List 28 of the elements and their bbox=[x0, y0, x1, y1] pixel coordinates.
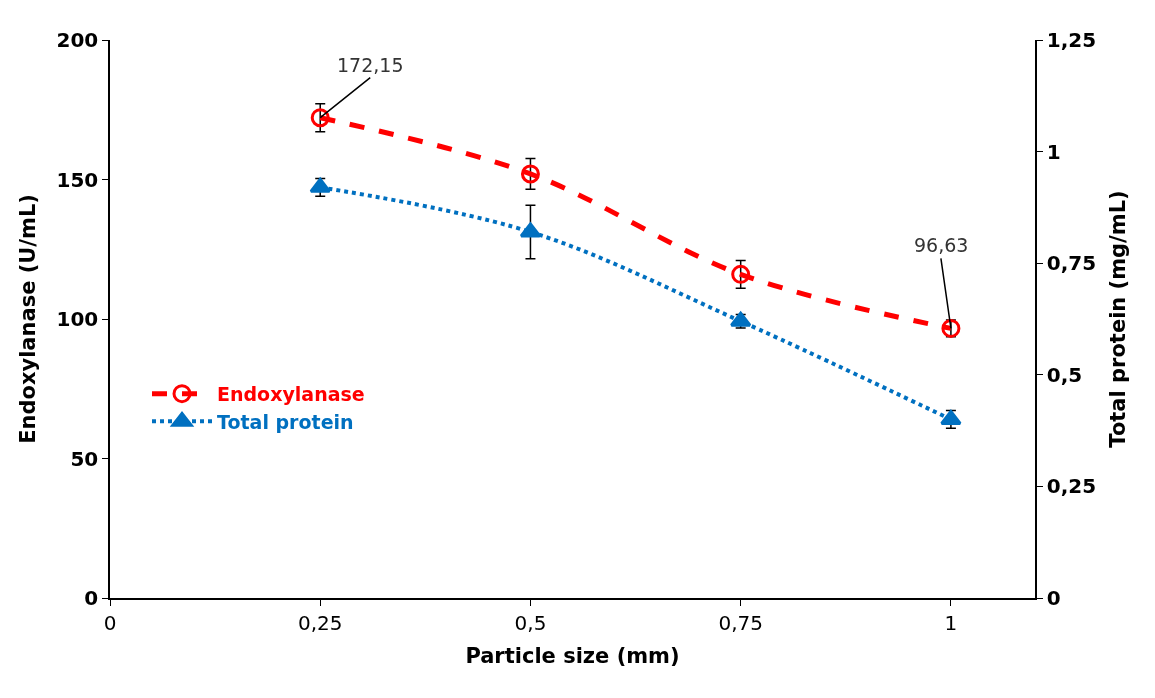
y-tick-label: 150 bbox=[56, 167, 99, 192]
y-tick-label: 200 bbox=[56, 28, 99, 52]
x-tick-label: 0 bbox=[103, 610, 117, 635]
y-tick-label: 100 bbox=[56, 307, 99, 331]
point bbox=[940, 409, 962, 425]
y2-tick-label: 0,25 bbox=[1046, 474, 1097, 499]
point bbox=[520, 164, 540, 184]
x-tick-label: 0,5 bbox=[514, 610, 547, 635]
point bbox=[731, 264, 751, 284]
y-axis-title: Endoxylanase (U/mL) bbox=[16, 194, 41, 444]
y-tick-label: 0 bbox=[84, 586, 99, 610]
data-label: 96,63 bbox=[914, 234, 969, 256]
x-tick-label: 0,75 bbox=[718, 610, 763, 635]
point bbox=[310, 108, 330, 128]
x-tick-label: 1 bbox=[944, 610, 958, 635]
data-label: 172,15 bbox=[337, 54, 404, 76]
x-tick-label: 0,25 bbox=[297, 610, 343, 635]
point bbox=[309, 177, 331, 193]
y-tick-label: 50 bbox=[70, 446, 99, 471]
legend-label: Total protein bbox=[217, 410, 354, 433]
y2-tick-label: 1,25 bbox=[1046, 28, 1097, 52]
y2-axis-title: Total protein (mg/mL) bbox=[1105, 190, 1130, 448]
x-axis-title: Particle size (mm) bbox=[465, 644, 680, 669]
legend-label: Endoxylanase bbox=[217, 383, 365, 406]
y2-tick-label: 0,5 bbox=[1046, 362, 1083, 387]
y2-tick-label: 0,75 bbox=[1046, 251, 1097, 276]
y2-tick-label: 1 bbox=[1046, 139, 1061, 164]
y2-tick-label: 0 bbox=[1046, 586, 1061, 610]
